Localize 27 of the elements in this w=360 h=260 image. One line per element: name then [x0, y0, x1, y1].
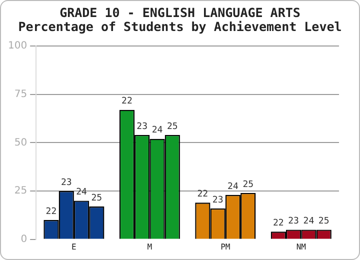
text: 22: [272, 218, 284, 229]
text: 23: [288, 216, 299, 227]
series-label: 23: [60, 178, 72, 188]
text: 25: [242, 180, 254, 190]
y-tick-label: 50: [14, 137, 28, 148]
text: 24: [152, 126, 163, 136]
series-label: 22: [46, 206, 57, 217]
text: 24: [303, 216, 314, 227]
chart-title: GRADE 10 - ENGLISH LANGUAGE ARTS: [58, 5, 302, 20]
x-tick-label: NM: [296, 242, 306, 252]
y-tick-label: 75: [14, 88, 28, 100]
series-label: 25: [91, 193, 102, 204]
text: 25: [318, 216, 330, 227]
text: 23: [212, 195, 224, 206]
y-tick-label: 0: [20, 234, 28, 245]
text: 22: [122, 96, 132, 107]
x-tick-label: M: [147, 242, 152, 252]
y-tick-label: 25: [14, 186, 28, 197]
text: 25: [166, 122, 178, 132]
y-tick-label: 100: [8, 40, 28, 52]
x-tick-label: PM: [220, 242, 230, 252]
chart-subtitle: Percentage of Students by Achievement Level: [17, 19, 343, 34]
text: 22: [197, 190, 208, 200]
text: 24: [228, 182, 238, 192]
x-tick-label: E: [72, 242, 77, 252]
series-label: 24: [76, 188, 87, 198]
text: 23: [136, 122, 148, 132]
